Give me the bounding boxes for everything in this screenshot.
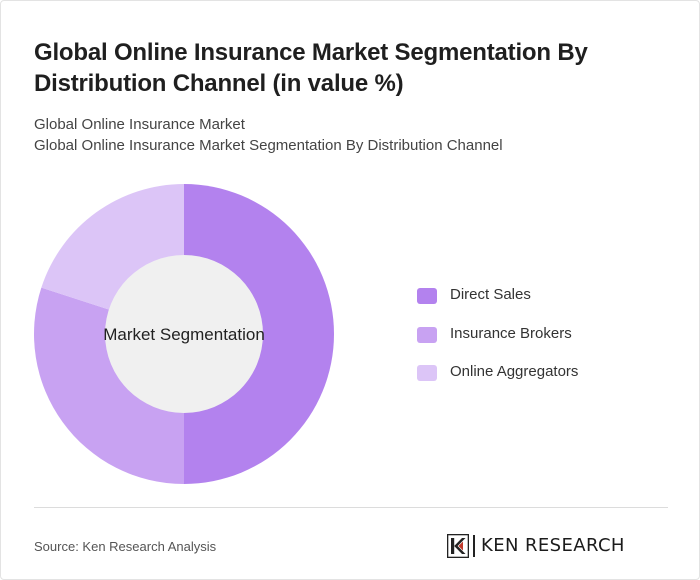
footer-divider (34, 507, 668, 508)
donut-center-label: Market Segmentation (103, 325, 265, 344)
chart-subtitle-segmentation: Global Online Insurance Market Segmentat… (34, 137, 503, 154)
legend-swatch-direct-sales (417, 288, 437, 304)
chart-subtitle-market: Global Online Insurance Market (34, 116, 245, 133)
source-note: Source: Ken Research Analysis (34, 539, 217, 554)
legend-item-online-aggregators[interactable]: Online Aggregators (417, 362, 578, 401)
ken-research-k-logo-icon (447, 534, 469, 558)
logo-wordmark: KEN RESEARCH (481, 535, 625, 556)
chart-legend: Direct Sales Insurance Brokers Online Ag… (417, 285, 578, 401)
legend-swatch-online-aggregators (417, 365, 437, 381)
donut-chart: Market Segmentation (33, 184, 334, 484)
ken-research-logo: KEN RESEARCH (447, 533, 625, 559)
legend-item-insurance-brokers[interactable]: Insurance Brokers (417, 324, 578, 363)
legend-label-insurance-brokers: Insurance Brokers (450, 324, 572, 342)
donut-center-hole (105, 255, 263, 413)
chart-title: Global Online Insurance Market Segmentat… (34, 39, 588, 97)
legend-label-online-aggregators: Online Aggregators (450, 363, 579, 380)
legend-label-direct-sales: Direct Sales (450, 286, 531, 303)
legend-item-direct-sales[interactable]: Direct Sales (417, 285, 578, 324)
logo-separator (473, 535, 475, 557)
legend-swatch-insurance-brokers (417, 326, 437, 343)
